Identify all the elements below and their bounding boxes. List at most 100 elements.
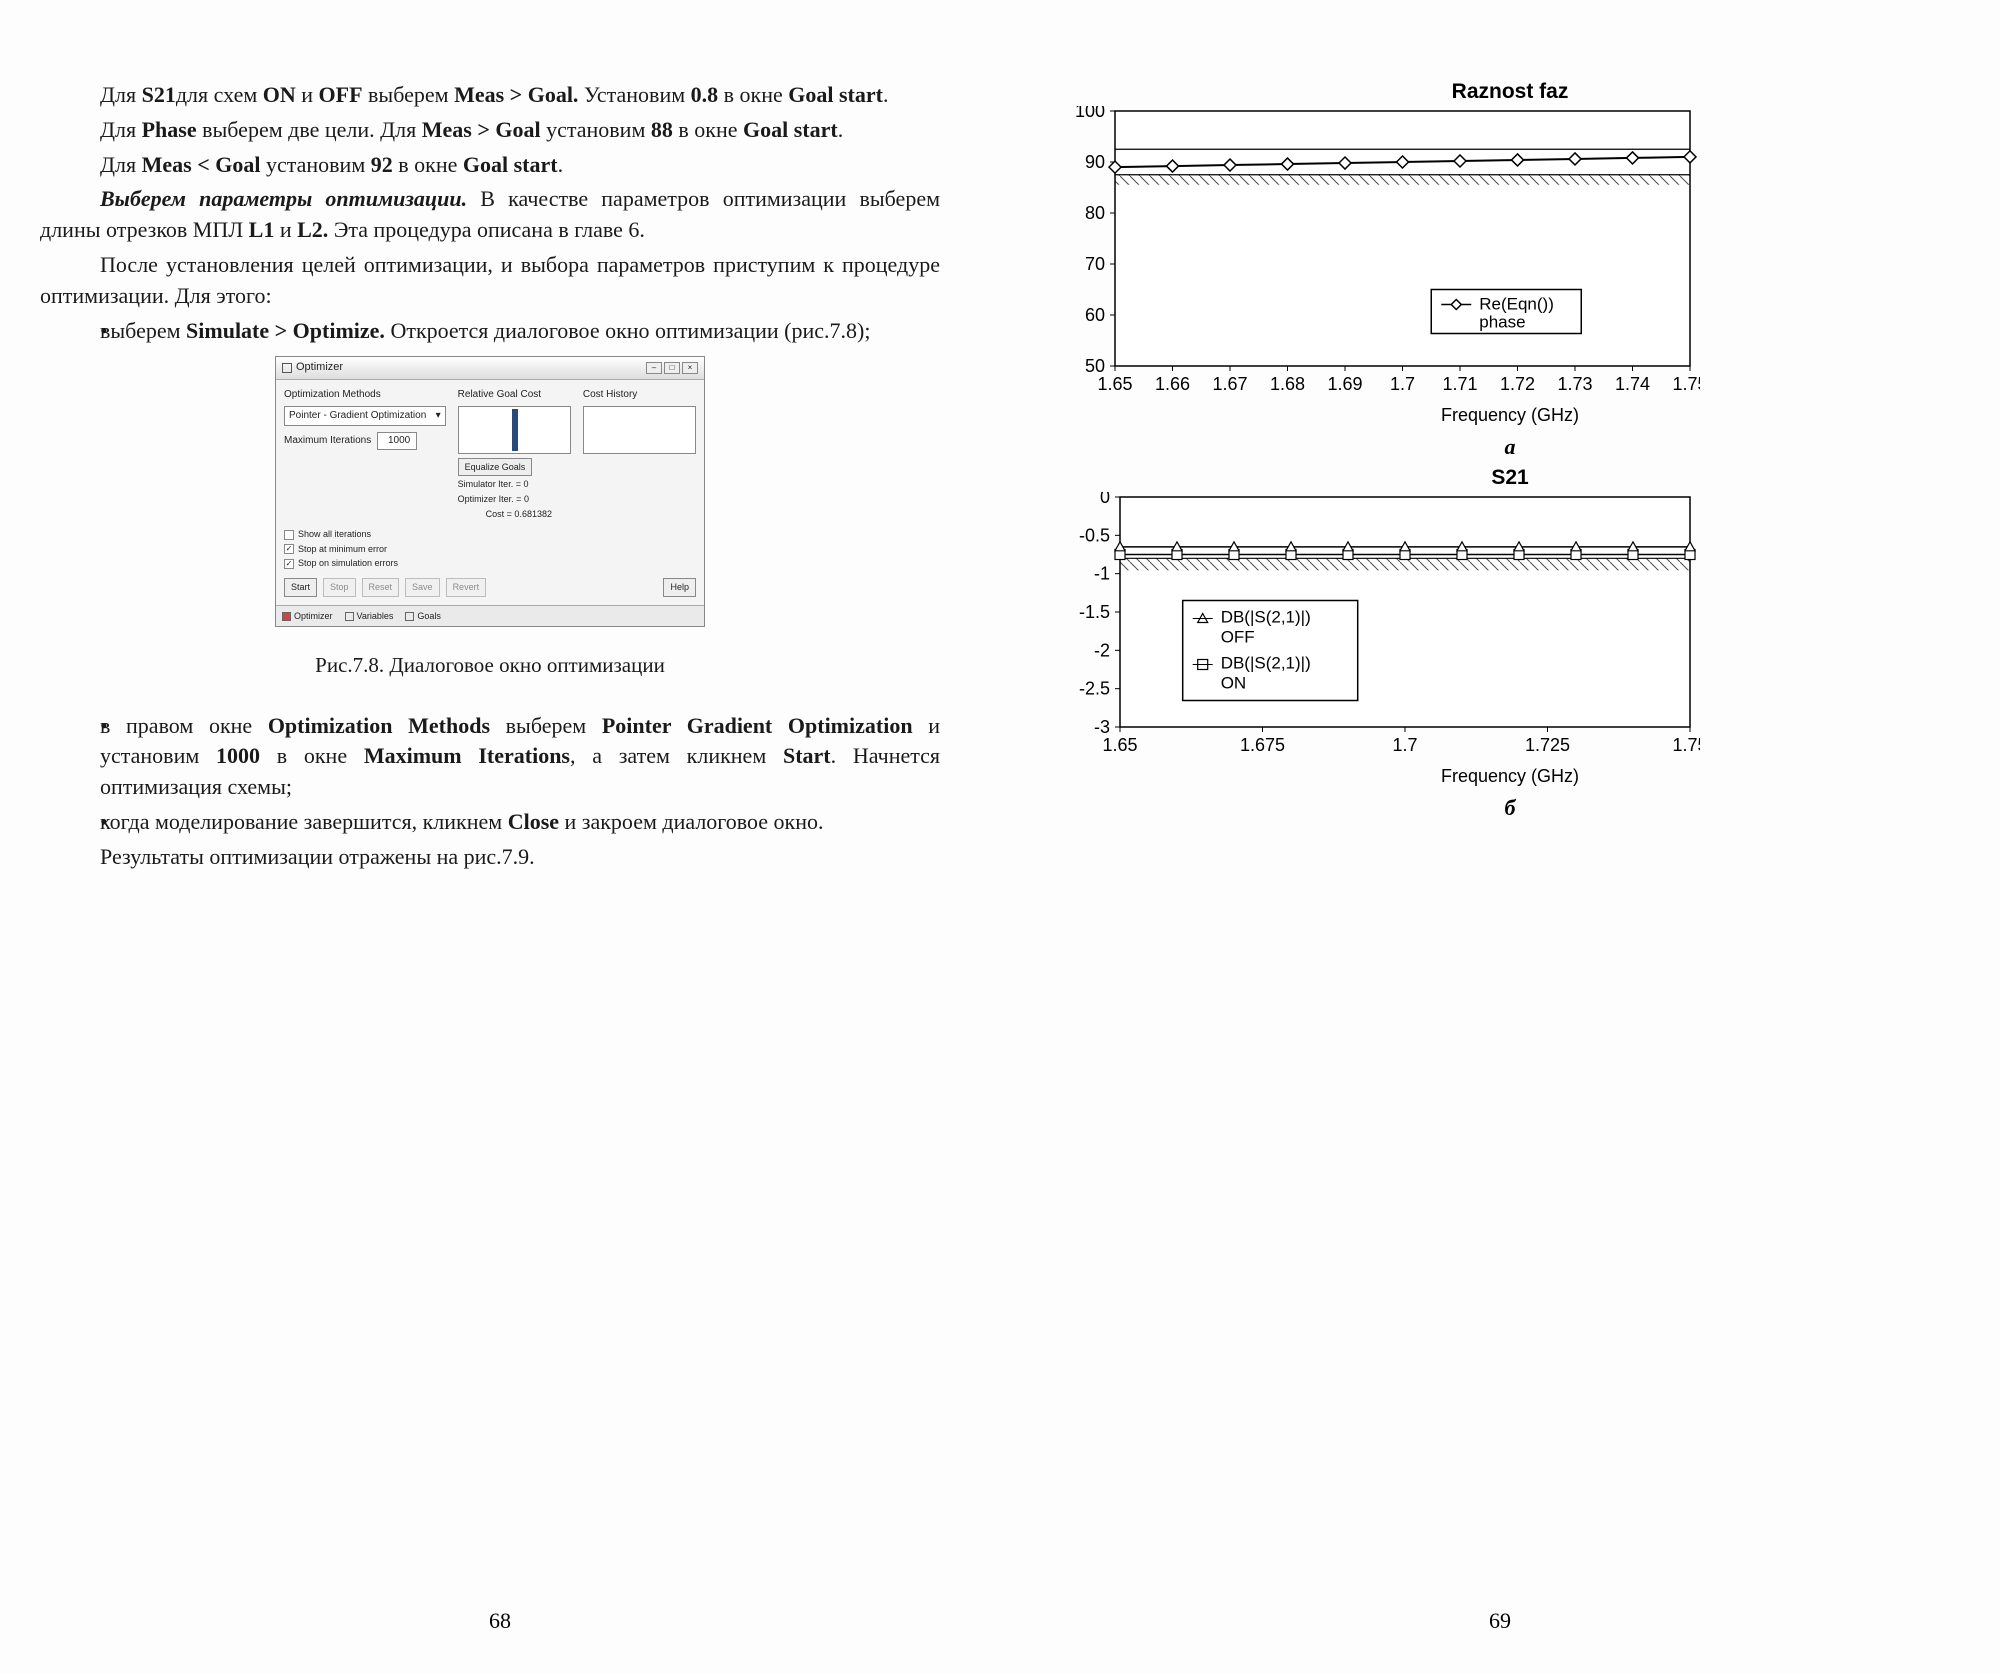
- t: , а затем кликнем: [570, 743, 783, 768]
- t: выберем две цели. Для: [197, 117, 422, 142]
- label-goalcost: Relative Goal Cost: [458, 388, 571, 402]
- caption-fig78: Рис.7.8. Диалоговое окно оптимизации: [40, 651, 940, 680]
- sublabel-b: б: [1060, 795, 1960, 821]
- svg-text:-3: -3: [1094, 717, 1110, 737]
- chart-raznost-faz: Raznost faz 50607080901001.651.661.671.6…: [1060, 80, 1960, 426]
- para-4: Выберем параметры оптимизации. В качеств…: [40, 184, 940, 246]
- t: когда моделирование завершится, кликнем: [100, 809, 508, 834]
- svg-text:1.75: 1.75: [1672, 374, 1700, 394]
- t: Goal start: [463, 152, 558, 177]
- t: ON: [263, 82, 296, 107]
- para-6: Результаты оптимизации отражены на рис.7…: [40, 842, 940, 873]
- tab-optimizer[interactable]: Optimizer: [282, 610, 333, 623]
- maxiter-field: Maximum Iterations 1000: [284, 432, 446, 450]
- text-body-left: Для S21для схем ON и OFF выберем Meas > …: [40, 80, 940, 872]
- t: Для: [100, 117, 142, 142]
- save-button[interactable]: Save: [405, 578, 440, 597]
- para-1: Для S21для схем ON и OFF выберем Meas > …: [40, 80, 940, 111]
- svg-text:1.68: 1.68: [1270, 374, 1305, 394]
- stat-cost: Cost = 0.681382: [486, 508, 571, 521]
- svg-text:-1.5: -1.5: [1079, 602, 1110, 622]
- t: выберем: [100, 318, 186, 343]
- tab-goals[interactable]: Goals: [405, 610, 441, 623]
- chk-stop-min[interactable]: ✓Stop at minimum error: [284, 543, 696, 556]
- methods-select[interactable]: Pointer - Gradient Optimization ▾: [284, 406, 446, 426]
- t: Pointer Gradient Optimization: [602, 713, 913, 738]
- history-box: [583, 406, 696, 454]
- svg-text:phase: phase: [1479, 313, 1525, 332]
- svg-text:0: 0: [1100, 492, 1110, 507]
- tab-variables[interactable]: Variables: [345, 610, 394, 623]
- t: 0.8: [691, 82, 719, 107]
- start-button[interactable]: Start: [284, 578, 317, 597]
- t: 92: [371, 152, 393, 177]
- svg-text:OFF: OFF: [1221, 628, 1255, 647]
- t: Pointer - Gradient Optimization: [289, 409, 426, 423]
- t: Show all iterations: [298, 529, 371, 539]
- t: Optimizer: [296, 361, 343, 373]
- t: Meas > Goal: [422, 117, 541, 142]
- t: и: [274, 217, 297, 242]
- chart-s21: S21 -3-2.5-2-1.5-1-0.501.651.6751.71.725…: [1060, 466, 1960, 787]
- revert-button[interactable]: Revert: [446, 578, 487, 597]
- t: .: [558, 152, 564, 177]
- svg-text:DB(|S(2,1)|): DB(|S(2,1)|): [1221, 608, 1311, 627]
- page-number-69: 69: [1489, 1608, 1511, 1634]
- maximize-icon[interactable]: □: [664, 362, 680, 374]
- chevron-down-icon: ▾: [436, 409, 441, 423]
- help-button[interactable]: Help: [663, 578, 696, 597]
- svg-text:1.67: 1.67: [1212, 374, 1247, 394]
- cost-bar: [512, 409, 518, 451]
- bullet-3: • когда моделирование завершится, кликне…: [40, 807, 940, 838]
- sublabel-a: а: [1060, 434, 1960, 460]
- t: S21: [142, 82, 176, 107]
- label-history: Cost History: [583, 388, 696, 402]
- t: OFF: [319, 82, 363, 107]
- t: и: [296, 82, 319, 107]
- svg-text:80: 80: [1085, 203, 1105, 223]
- chk-stop-sim[interactable]: ✓Stop on simulation errors: [284, 557, 696, 570]
- t: установим: [541, 117, 651, 142]
- t: Maximum Iterations: [284, 434, 371, 448]
- svg-text:-2: -2: [1094, 640, 1110, 660]
- svg-text:90: 90: [1085, 152, 1105, 172]
- col-history: Cost History: [583, 388, 696, 520]
- svg-text:-0.5: -0.5: [1079, 525, 1110, 545]
- t: Stop at minimum error: [298, 544, 387, 554]
- minimize-icon[interactable]: –: [646, 362, 662, 374]
- t: для схем: [176, 82, 263, 107]
- reset-button[interactable]: Reset: [362, 578, 400, 597]
- chart2-xlabel: Frequency (GHz): [1060, 766, 1960, 787]
- col-goalcost: Relative Goal Cost Equalize Goals Simula…: [458, 388, 571, 520]
- chk-show-all[interactable]: Show all iterations: [284, 528, 696, 541]
- svg-text:DB(|S(2,1)|): DB(|S(2,1)|): [1221, 654, 1311, 673]
- para-3: Для Meas < Goal установим 92 в окне Goal…: [40, 150, 940, 181]
- bullet-1: • выберем Simulate > Optimize. Откроется…: [40, 316, 940, 347]
- svg-text:100: 100: [1075, 106, 1105, 121]
- svg-text:-1: -1: [1094, 564, 1110, 584]
- stat-opt-iter: Optimizer Iter. = 0: [458, 493, 571, 506]
- stop-button[interactable]: Stop: [323, 578, 356, 597]
- window-buttons: – □ ×: [646, 362, 698, 374]
- t: Optimizer: [294, 611, 333, 621]
- svg-text:1.69: 1.69: [1327, 374, 1362, 394]
- t: .: [883, 82, 889, 107]
- t: Meas < Goal: [142, 152, 261, 177]
- svg-text:1.65: 1.65: [1102, 735, 1137, 755]
- dialog-buttons: Start Stop Reset Save Revert Help: [284, 578, 696, 597]
- t: в окне: [393, 152, 463, 177]
- t: в окне: [673, 117, 743, 142]
- page-68: Для S21для схем ON и OFF выберем Meas > …: [0, 0, 1000, 1674]
- t: L2.: [297, 217, 328, 242]
- t: Maximum Iterations: [364, 743, 570, 768]
- maxiter-input[interactable]: 1000: [377, 432, 417, 450]
- bullet-dot: •: [40, 807, 100, 838]
- equalize-button[interactable]: Equalize Goals: [458, 458, 533, 477]
- t: Эта процедура описана в главе 6.: [328, 217, 645, 242]
- close-icon[interactable]: ×: [682, 362, 698, 374]
- optimizer-dialog: Optimizer – □ × Optimization Methods Poi…: [275, 356, 705, 627]
- svg-text:1.73: 1.73: [1557, 374, 1592, 394]
- svg-text:ON: ON: [1221, 674, 1247, 693]
- t: Для: [100, 82, 142, 107]
- t: Optimization Methods: [268, 713, 490, 738]
